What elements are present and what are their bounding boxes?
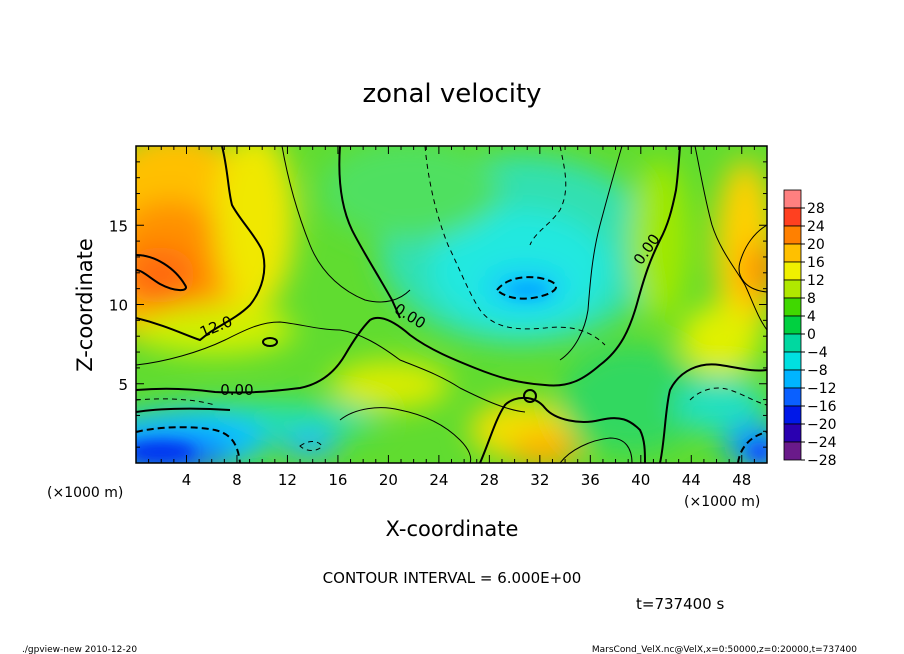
- contour-thin-f: [339, 407, 472, 463]
- y-tick-label: 5: [118, 376, 128, 394]
- colorbar-label: −12: [807, 381, 837, 397]
- contour-0-e: [659, 363, 767, 463]
- y-axis-title: Z-coordinate: [73, 238, 97, 372]
- colorbar-swatch: [783, 297, 802, 317]
- x-tick-label: 8: [232, 471, 242, 489]
- colorbar-swatch: [783, 261, 802, 281]
- footer-left: ./gpview-new 2010-12-20: [22, 645, 137, 654]
- x-tick-label: 4: [182, 471, 192, 489]
- contour-thin-c: [694, 146, 767, 331]
- contour-thin-g: [559, 437, 633, 463]
- colorbar-swatch: [783, 225, 802, 245]
- contour-dash-c: [136, 398, 216, 406]
- colorbar-label: −4: [807, 345, 828, 361]
- contour-neg12-a: [495, 276, 558, 300]
- contour-12-left-ring: [136, 254, 187, 292]
- plot-area: 12.00.000.000.00: [136, 146, 767, 463]
- x-tick-label: 32: [530, 471, 549, 489]
- contour-thin-a: [281, 146, 411, 303]
- contour-12: [136, 146, 266, 342]
- colorbar-label: −16: [807, 399, 837, 415]
- contour-interval-note: CONTOUR INTERVAL = 6.000E+00: [323, 569, 582, 587]
- chart-title: zonal velocity: [362, 79, 541, 109]
- x-tick-label: 16: [328, 471, 347, 489]
- x-tick-label: 44: [682, 471, 701, 489]
- colorbar-label: 12: [807, 273, 825, 289]
- x-tick-label: 36: [581, 471, 600, 489]
- colorbar-label: −28: [807, 453, 837, 469]
- colorbar-label: −24: [807, 435, 837, 451]
- x-tick-label: 20: [379, 471, 398, 489]
- contour-0-g: [523, 389, 537, 403]
- colorbar-label: 28: [807, 201, 825, 217]
- x-axis: 4 8 12 16 20 24 28 32 36 40 44 48: [148, 146, 755, 489]
- contour-label: 0.00: [220, 381, 253, 399]
- colorbar: 28 24 20 16 12 8 4 0 −4 −8 −12 −16 −20 −24 −28: [783, 189, 837, 469]
- time-note: t=737400 s: [636, 595, 724, 613]
- colorbar-label: −20: [807, 417, 837, 433]
- x-tick-label: 24: [429, 471, 448, 489]
- x-tick-label: 12: [278, 471, 297, 489]
- x-tick-label: 48: [732, 471, 751, 489]
- colorbar-swatch: [783, 315, 802, 335]
- colorbar-swatch: [783, 207, 802, 227]
- y-axis-unit: (×1000 m): [47, 485, 123, 501]
- contour-dash-a: [424, 146, 606, 346]
- colorbar-swatch: [783, 369, 802, 389]
- colorbar-swatch: [783, 189, 802, 209]
- contour-0-f: [262, 337, 278, 347]
- x-tick-label: 28: [480, 471, 499, 489]
- colorbar-swatch: [783, 423, 802, 443]
- contour-dash-d: [689, 387, 767, 406]
- x-tick-label: 40: [631, 471, 650, 489]
- contour-thin-e: [738, 224, 767, 293]
- contour-neg12-b: [136, 426, 241, 463]
- y-tick-label: 10: [109, 297, 128, 315]
- contour-thin-d: [559, 146, 623, 361]
- colorbar-label: 24: [807, 219, 825, 235]
- colorbar-swatch: [783, 243, 802, 263]
- velocity-field: [136, 146, 767, 463]
- x-axis-unit: (×1000 m): [684, 494, 760, 510]
- colorbar-swatch: [783, 333, 802, 353]
- contour-lines: [136, 146, 767, 463]
- colorbar-label: 16: [807, 255, 825, 271]
- colorbar-swatch: [783, 441, 802, 461]
- colorbar-label: −8: [807, 363, 828, 379]
- contour-0-d: [479, 396, 646, 463]
- colorbar-label: 20: [807, 237, 825, 253]
- colorbar-swatch: [783, 405, 802, 425]
- contour-neg12-c: [737, 431, 767, 463]
- colorbar-swatch: [783, 351, 802, 371]
- y-tick-label: 15: [109, 217, 128, 235]
- contour-thin-b: [136, 321, 526, 413]
- footer-right: MarsCond_VelX.nc@VelX,x=0:50000,z=0:2000…: [592, 645, 857, 654]
- contour-0-c: [136, 407, 231, 413]
- contour-dash-b: [529, 146, 567, 246]
- colorbar-swatch: [783, 387, 802, 407]
- colorbar-label: 8: [807, 291, 816, 307]
- x-axis-title: X-coordinate: [386, 517, 519, 541]
- contour-0-a: [136, 146, 681, 394]
- y-axis: 5 10 15: [109, 161, 767, 448]
- colorbar-label: 0: [807, 327, 816, 343]
- colorbar-swatch: [783, 279, 802, 299]
- contour-0-b: [338, 146, 401, 319]
- colorbar-label: 4: [807, 309, 816, 325]
